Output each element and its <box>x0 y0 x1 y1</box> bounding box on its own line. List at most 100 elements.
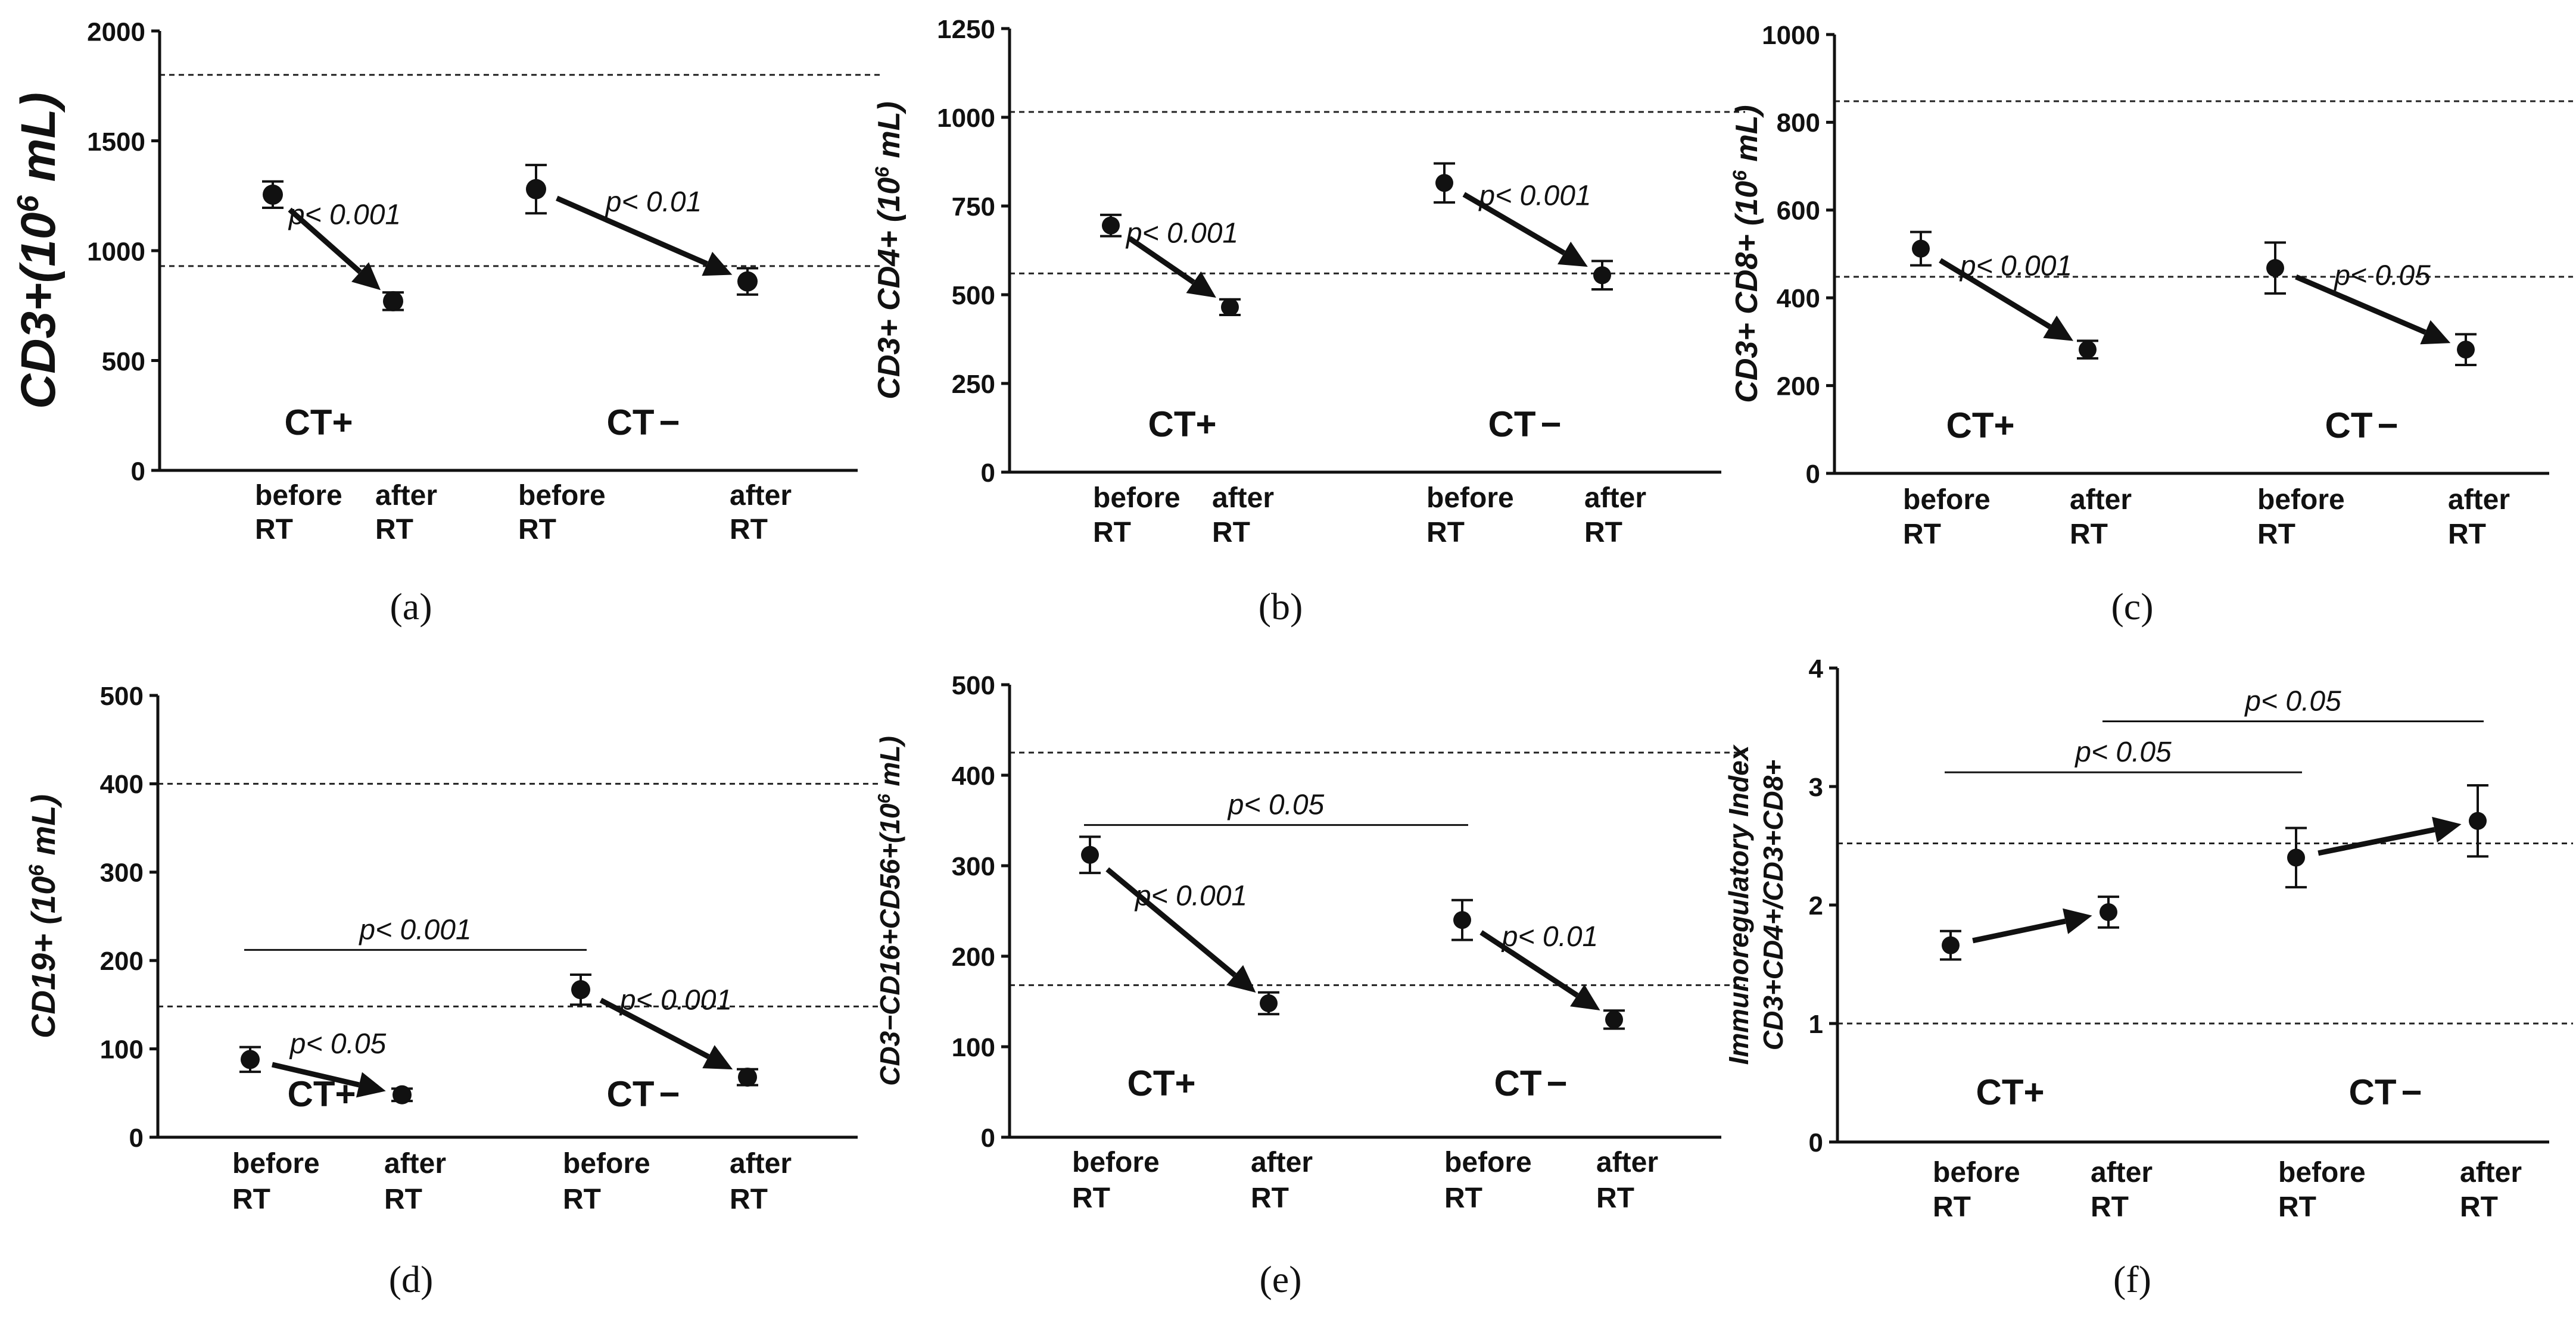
arrow-p-value: p< 0.001 <box>1478 180 1591 212</box>
data-point <box>263 184 283 205</box>
y-tick-label: 400 <box>1777 284 1820 313</box>
y-axis-label: CD3+ CD4+ (106 mL) <box>871 101 907 399</box>
arrow-p-value: p< 0.001 <box>1959 250 2072 282</box>
group-label-text: CT+ <box>284 402 353 442</box>
arrow-shaft <box>556 195 708 267</box>
group-minus-sign: − <box>659 402 680 442</box>
y-tick-label: 1000 <box>1762 21 1820 50</box>
arrow-p-value: p< 0.001 <box>288 199 401 230</box>
y-axis-label-tail: mL) <box>24 794 62 865</box>
panel-f: 0 1 2 3 4 Immunoregulatory Index CD3+CD4+/CD3+… <box>1723 654 2573 1300</box>
category-label-line2: RT <box>1093 517 1131 548</box>
y-axis-label-main: CD3+ CD8+ (10 <box>1730 181 1764 403</box>
group-label: CT − <box>1488 404 1561 444</box>
group-label-text: CT <box>2348 1072 2396 1112</box>
y-tick-label: 2 <box>1809 891 1823 921</box>
data-point <box>2079 341 2097 359</box>
data-point <box>1942 936 1960 954</box>
y-tick-label: 1500 <box>87 127 145 157</box>
data-point <box>1435 174 1453 192</box>
y-tick-label: 200 <box>1777 372 1820 401</box>
category-label-line2: RT <box>1933 1191 1971 1223</box>
y-axis-label-tail: mL) <box>872 101 907 167</box>
bracket-p-value: p< 0.05 <box>1227 790 1325 821</box>
group-label: CT+ <box>1127 1063 1195 1103</box>
y-axis-label-sup: 6 <box>875 793 894 803</box>
y-tick-label: 1 <box>1809 1010 1823 1039</box>
y-tick-label: 1000 <box>87 238 145 267</box>
y-axis-label-sup: 6 <box>25 865 48 876</box>
y-axis-label-main: CD3+(10 <box>11 213 66 409</box>
category-label-line1: after <box>384 1148 446 1180</box>
category-label-line1: before <box>563 1148 650 1180</box>
arrow-p-value: p< 0.05 <box>2333 260 2431 292</box>
category-label-line2: RT <box>232 1184 270 1215</box>
data-point <box>1593 266 1611 285</box>
arrow-head <box>702 251 733 276</box>
y-axis-label: CD3+(106 mL) <box>11 92 66 409</box>
category-label-line2: RT <box>1426 517 1465 548</box>
bracket-p-value: p< 0.05 <box>2074 737 2172 768</box>
panel-label: (e) <box>1259 1258 1301 1300</box>
y-tick-label: 0 <box>1806 460 1820 489</box>
y-tick-label: 4 <box>1809 654 1824 684</box>
category-label-line1: before <box>518 480 606 511</box>
category-label-line1: after <box>730 1148 792 1180</box>
category-label-line1: after <box>730 480 792 511</box>
category-label-line2: RT <box>730 1184 768 1215</box>
panel-label: (c) <box>2111 585 2153 628</box>
group-label-text: CT <box>2325 405 2372 445</box>
y-axis-label-sup: 6 <box>1729 170 1750 181</box>
group-label: CT+ <box>1946 405 2014 445</box>
y-axis-label-main: CD3−CD16+CD56+(10 <box>874 803 905 1086</box>
arrow-p-value: p< 0.001 <box>619 985 732 1016</box>
panel-b: 0 250 500 750 1000 1250 CD3+ CD4+ (106 mL) befo… <box>871 15 1745 628</box>
group-minus-sign: − <box>1546 1063 1567 1103</box>
group-label: CT − <box>1494 1063 1567 1103</box>
y-tick-label: 500 <box>102 347 145 376</box>
arrow-shaft <box>288 207 362 274</box>
group-minus-sign: − <box>1540 404 1561 444</box>
arrow-p-value: p< 0.01 <box>1501 921 1598 953</box>
bracket-p-value: p< 0.001 <box>358 914 471 946</box>
category-label-line2: RT <box>2278 1191 2316 1223</box>
data-point <box>1081 845 1099 864</box>
y-tick-label: 2000 <box>87 18 145 47</box>
group-label: CT+ <box>1976 1072 2044 1112</box>
y-axis-label: CD3−CD16+CD56+(106 mL) <box>874 736 905 1086</box>
category-label-line1: before <box>1933 1157 2020 1188</box>
arrow-p-value: p< 0.001 <box>1125 217 1238 249</box>
category-label-line2: RT <box>2448 519 2486 550</box>
y-tick-label: 0 <box>131 457 145 486</box>
y-tick-label: 3 <box>1809 773 1823 802</box>
data-point <box>2266 259 2284 277</box>
arrow-head <box>1558 241 1588 267</box>
group-minus-sign: − <box>2377 405 2398 445</box>
group-minus-sign: − <box>659 1074 680 1114</box>
y-axis-label-sup: 6 <box>871 167 893 177</box>
group-label-text: CT <box>1488 404 1535 444</box>
arrow-head <box>1570 984 1600 1011</box>
arrow-shaft <box>1127 236 1195 285</box>
data-point <box>393 1085 412 1104</box>
y-axis-label: CD3+ CD8+ (106 mL) <box>1729 105 1764 402</box>
category-label-line2: RT <box>1251 1182 1289 1214</box>
category-label-line2: RT <box>1212 517 1250 548</box>
panel-label: (b) <box>1259 585 1303 628</box>
panel-e: 0 100 200 300 400 500 CD3−CD16+CD56+(106 mL) be… <box>874 671 1745 1300</box>
data-point <box>571 980 590 1000</box>
group-label: CT+ <box>284 402 353 442</box>
y-tick-label: 1000 <box>937 104 995 133</box>
group-label: CT − <box>606 1074 680 1114</box>
category-label-line1: before <box>2278 1157 2366 1188</box>
arrow-head <box>351 262 381 291</box>
y-axis-label-tail: mL) <box>874 736 905 794</box>
data-point <box>737 271 758 292</box>
category-label-line1: before <box>1444 1147 1532 1178</box>
y-tick-label: 300 <box>952 852 995 881</box>
data-point <box>2100 903 2117 921</box>
data-point <box>738 1068 757 1087</box>
category-label-line1: before <box>1093 482 1180 514</box>
